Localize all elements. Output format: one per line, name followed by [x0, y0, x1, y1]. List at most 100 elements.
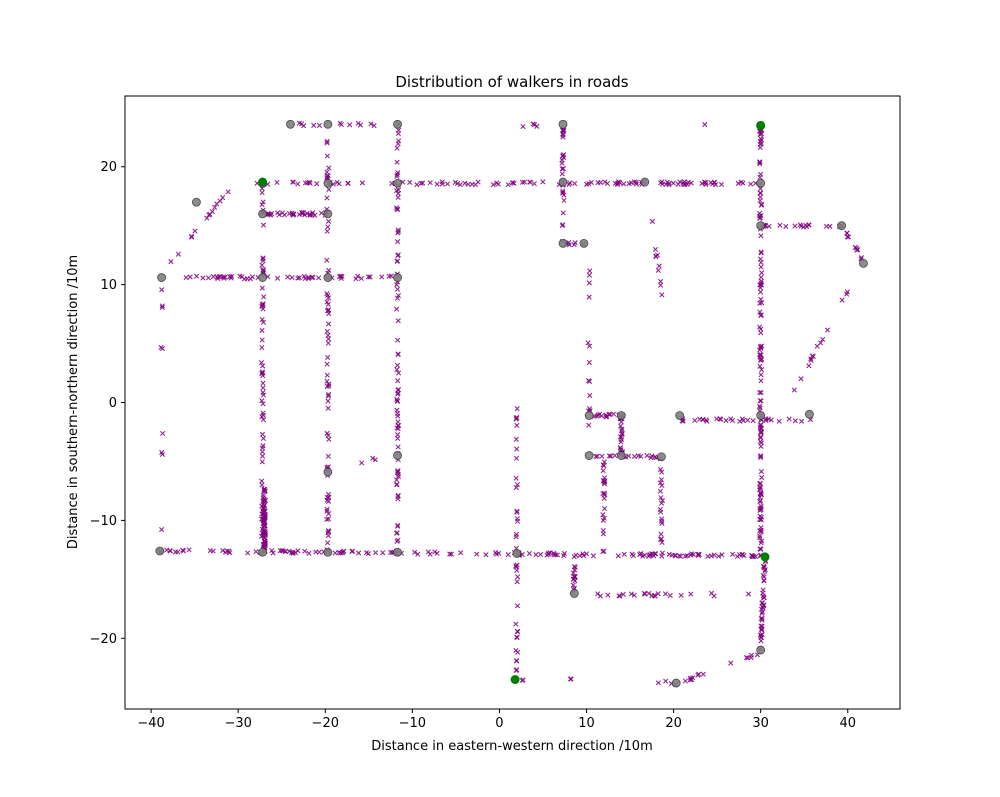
x-tick-label: −40	[137, 716, 164, 731]
walker-marker	[682, 678, 689, 684]
walker-marker	[559, 222, 565, 229]
walker-marker	[758, 313, 764, 319]
y-tick-label: 10	[100, 278, 117, 293]
node-point	[640, 177, 650, 187]
walker-marker	[748, 181, 754, 187]
node-point	[579, 238, 589, 248]
walker-marker	[395, 351, 401, 357]
x-tick-label: 0	[495, 716, 503, 731]
walker-marker	[572, 567, 578, 573]
walker-marker	[513, 455, 520, 461]
walker-marker	[261, 516, 267, 522]
walker-marker	[314, 181, 320, 187]
walker-marker	[649, 453, 655, 459]
walker-marker	[448, 551, 454, 557]
node-point	[675, 411, 685, 420]
walker-marker	[759, 201, 765, 207]
walker-marker	[492, 550, 499, 556]
walker-marker	[757, 347, 763, 353]
walker-marker	[719, 552, 725, 558]
walker-marker	[768, 417, 774, 423]
walker-marker	[175, 251, 181, 257]
walker-marker	[561, 192, 567, 198]
walker-marker	[292, 550, 299, 556]
walker-marker	[561, 197, 567, 203]
walker-marker	[414, 182, 420, 188]
walker-marker	[798, 418, 805, 424]
node-point	[569, 589, 579, 598]
walker-marker	[758, 468, 764, 475]
walker-marker	[514, 567, 520, 573]
walker-marker	[730, 551, 736, 557]
walker-marker	[388, 549, 394, 555]
walker-marker	[758, 606, 765, 612]
walker-marker	[659, 292, 665, 298]
walker-marker	[759, 617, 765, 623]
walker-marker	[759, 474, 765, 481]
walker-marker	[758, 264, 764, 270]
walker-marker	[394, 286, 401, 292]
walker-marker	[718, 181, 725, 188]
walker-marker	[595, 412, 601, 418]
walker-marker	[723, 417, 729, 424]
entrance-point	[760, 552, 770, 562]
walker-marker	[465, 181, 471, 187]
walker-marker	[570, 582, 576, 588]
walker-marker	[614, 181, 620, 188]
walker-marker	[526, 550, 532, 557]
walker-marker	[740, 180, 746, 186]
walker-marker	[379, 274, 385, 280]
walker-marker	[395, 337, 401, 343]
walker-marker	[206, 212, 212, 218]
walker-marker	[572, 574, 578, 580]
node-point	[323, 273, 333, 282]
walker-marker	[513, 563, 519, 569]
walker-marker	[380, 550, 386, 556]
walker-marker	[758, 491, 764, 497]
node-point	[393, 547, 402, 557]
walker-marker	[395, 239, 401, 245]
walker-marker	[603, 412, 609, 418]
walker-marker	[716, 553, 722, 559]
walker-marker	[607, 411, 613, 418]
walker-marker	[324, 140, 330, 146]
walker-marker	[844, 230, 850, 236]
walker-marker	[606, 453, 613, 459]
walker-marker	[792, 223, 798, 229]
walker-marker	[757, 190, 763, 196]
walker-marker	[757, 282, 763, 288]
walker-marker	[684, 553, 690, 559]
node-point	[192, 197, 201, 207]
walker-marker	[316, 549, 322, 555]
walker-marker	[672, 552, 678, 558]
node-point	[157, 273, 166, 282]
walker-marker	[316, 122, 322, 129]
walker-marker	[289, 210, 295, 216]
walker-marker	[675, 181, 681, 187]
walker-marker	[395, 252, 401, 259]
walker-marker	[259, 459, 265, 465]
walker-marker	[260, 492, 266, 498]
walker-marker	[757, 309, 763, 315]
walker-marker	[581, 553, 587, 559]
walker-marker	[644, 452, 650, 459]
walker-marker	[332, 550, 338, 556]
walker-marker	[759, 600, 765, 606]
walker-marker	[302, 548, 308, 554]
walker-marker	[659, 181, 665, 187]
walker-marker	[326, 311, 332, 317]
walker-marker	[258, 359, 265, 366]
walker-marker	[356, 550, 362, 556]
walker-marker	[349, 548, 355, 555]
x-axis-label: Distance in eastern-western direction /1…	[371, 739, 653, 754]
walker-marker	[653, 551, 659, 557]
walker-marker	[758, 274, 764, 280]
walker-marker	[395, 473, 402, 480]
walker-marker	[324, 516, 330, 523]
walker-marker	[220, 194, 226, 201]
walker-marker	[259, 449, 266, 455]
walker-marker	[324, 372, 330, 378]
walker-marker	[341, 548, 347, 554]
walker-marker	[261, 503, 267, 509]
walker-marker	[750, 418, 756, 424]
